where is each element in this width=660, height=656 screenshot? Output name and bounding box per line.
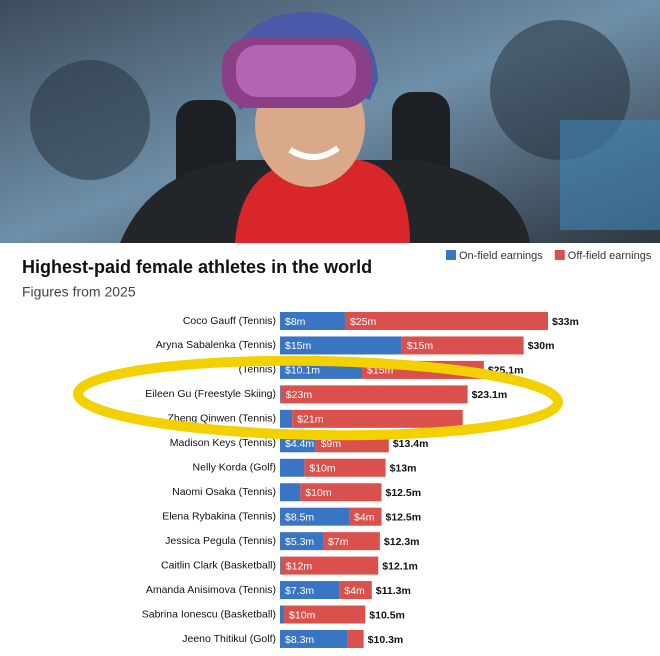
bar-segment: [280, 532, 324, 551]
bar-segment: [401, 336, 524, 355]
value-label: $4.4m: [285, 438, 314, 450]
bar-segment: [280, 507, 350, 526]
bar-segment: [349, 507, 382, 526]
legend-swatch: [554, 250, 565, 260]
category-label: Coco Gauff (Tennis): [183, 315, 276, 327]
value-label: $10m: [305, 487, 332, 499]
bar-segment: [304, 458, 386, 477]
highlight-circle: [73, 355, 563, 441]
bar-segment: [280, 581, 340, 600]
category-label: Elena Rybakina (Tennis): [162, 510, 276, 522]
bar-segment: [280, 556, 379, 575]
category-label: Jessica Pegula (Tennis): [165, 535, 276, 547]
bar-segment: [300, 483, 382, 502]
bar-segment: [280, 605, 285, 624]
category-label: (Tennis): [239, 364, 276, 376]
category-label: Nelly Korda (Golf): [193, 462, 276, 474]
plot: On-field earnings Off-field earnings Coco …: [142, 250, 652, 648]
total-label: $23.1m: [472, 389, 508, 401]
bar-segment: [280, 385, 468, 404]
value-label: $12m: [286, 560, 313, 572]
total-label: $12.3m: [384, 536, 420, 548]
total-label: $11.3m: [376, 585, 411, 597]
category-label: Sabrina Ionescu (Basketball): [142, 608, 276, 620]
value-label: $7.3m: [285, 585, 314, 597]
bar-segment: [323, 532, 380, 551]
bar-segment: [292, 409, 463, 428]
total-label: $12.5m: [386, 511, 422, 523]
total-label: $13.4m: [393, 438, 429, 450]
legend-label: On-field earnings: [459, 250, 543, 262]
legend-swatch: [446, 250, 456, 260]
value-label: $15m: [285, 340, 312, 352]
category-label: Madison Keys (Tennis): [170, 437, 276, 449]
bar-segment: [280, 458, 305, 477]
total-label: $30m: [528, 340, 555, 352]
bar-segment: [339, 581, 372, 600]
value-label: $25m: [350, 316, 377, 328]
value-label: $8.3m: [285, 634, 314, 646]
bar-segment: [280, 312, 345, 330]
category-label: Zheng Qinwen (Tennis): [167, 413, 276, 425]
bar-segment: [280, 629, 348, 648]
bar-segment: [280, 483, 301, 502]
category-label: Naomi Osaka (Tennis): [172, 486, 276, 498]
value-label: $21m: [297, 414, 324, 426]
bar-segment: [280, 556, 281, 575]
total-label: $10.5m: [369, 609, 405, 621]
category-label: Caitlin Clark (Basketball): [161, 559, 276, 571]
total-label: $13m: [390, 463, 417, 475]
value-label: $8m: [285, 316, 306, 328]
legend-label: Off-field earnings: [568, 250, 652, 262]
value-label: $5.3m: [285, 536, 314, 548]
total-label: $10.3m: [368, 634, 404, 646]
total-label: $12.5m: [386, 487, 422, 499]
category-label: Aryna Sabalenka (Tennis): [156, 339, 276, 351]
chart-subtitle: Figures from 2025: [22, 284, 136, 300]
bar-segment: [280, 385, 281, 404]
total-label: $12.1m: [382, 560, 418, 572]
value-label: $10m: [289, 609, 316, 621]
bar-segment: [284, 605, 366, 624]
value-label: $23m: [286, 389, 313, 401]
photo: [0, 0, 660, 243]
value-label: $15m: [407, 340, 434, 352]
bar-segment: [280, 409, 293, 428]
value-label: $8.5m: [285, 511, 314, 523]
value-label: $4m: [344, 585, 365, 597]
value-label: $4m: [354, 511, 375, 523]
bar-segment: [344, 312, 548, 330]
value-label: $9m: [321, 438, 342, 450]
total-label: $33m: [552, 316, 579, 328]
value-label: $10m: [309, 463, 336, 475]
category-label: Jeeno Thitikul (Golf): [182, 633, 276, 645]
bar-segment: [280, 336, 402, 355]
value-label: $10.1m: [285, 365, 320, 377]
category-label: Eileen Gu (Freestyle Skiing): [145, 388, 276, 400]
chart-title: Highest-paid female athletes in the worl…: [22, 257, 372, 277]
category-label: Amanda Anisimova (Tennis): [146, 584, 276, 596]
value-label: $7m: [328, 536, 349, 548]
bar-segment: [347, 629, 364, 648]
